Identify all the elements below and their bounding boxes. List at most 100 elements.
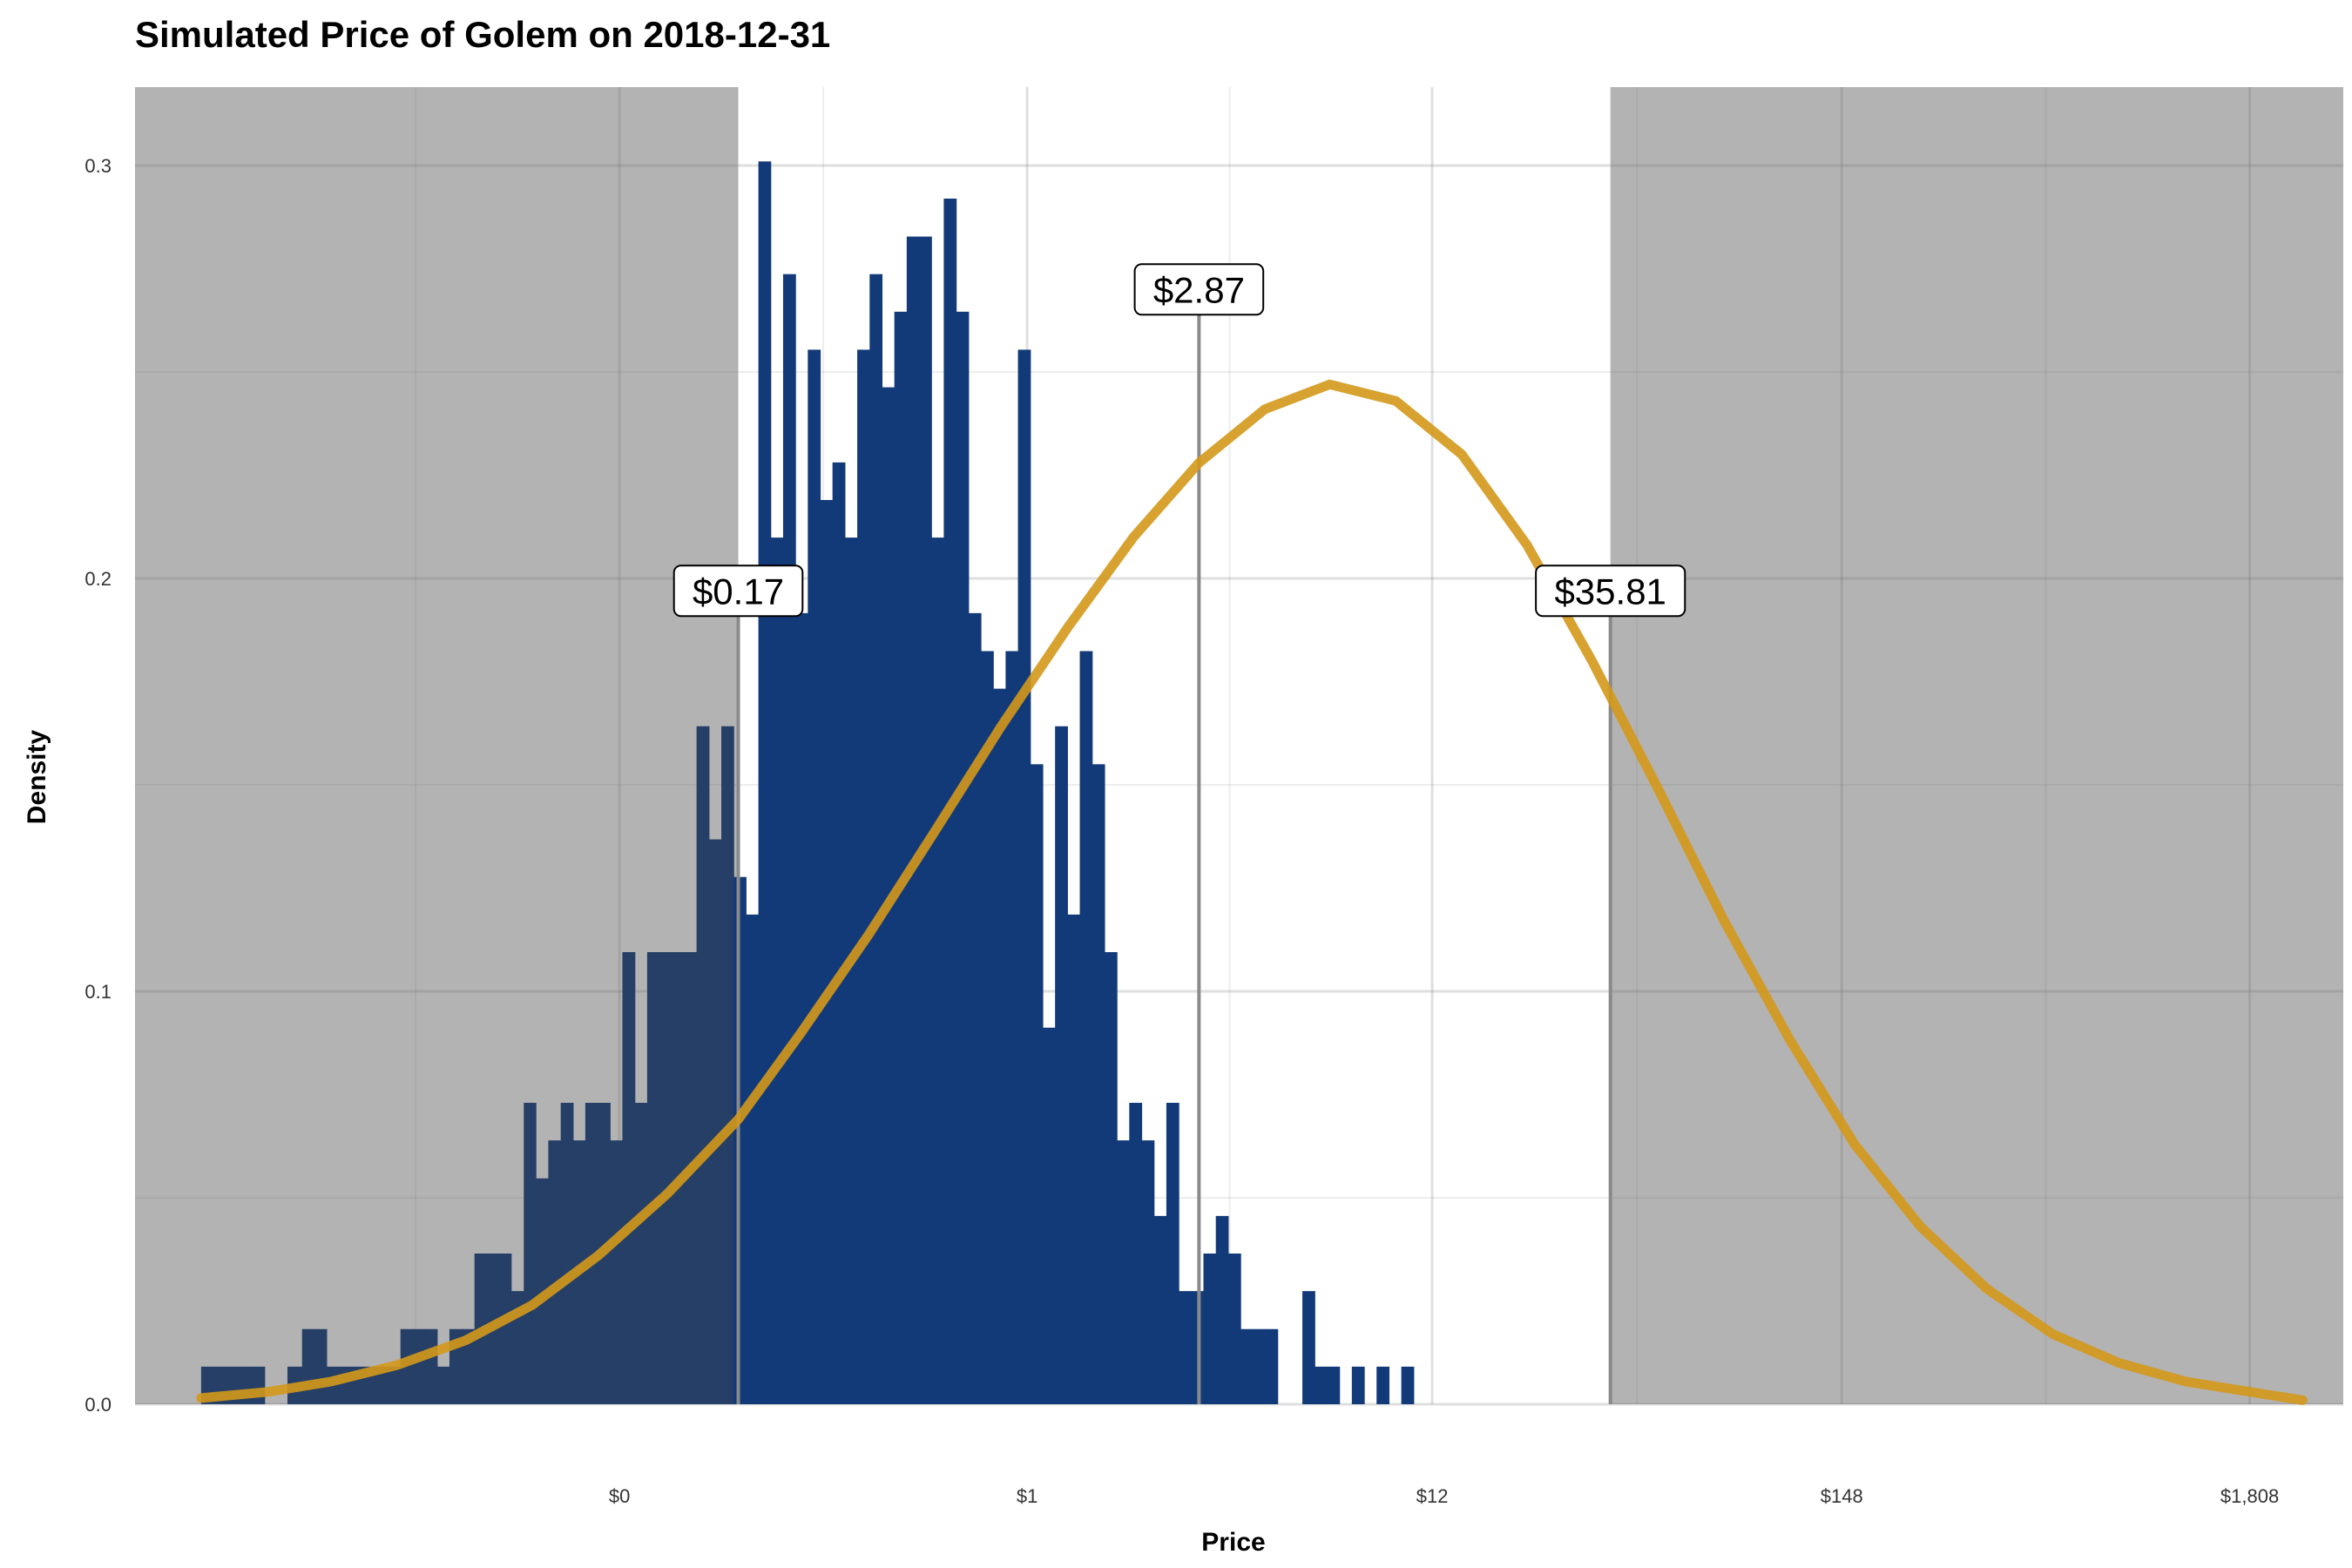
annotation-labels: $0.17 $2.87 $35.81 [672,263,1686,618]
histogram-bar [413,1328,426,1404]
histogram-bar [721,726,734,1404]
annotation-label-box [1133,263,1265,316]
histogram-bar [733,876,747,1404]
annotation-label-box [672,564,804,618]
annotation-label-1: $0.17 [672,564,804,618]
histogram-bar [770,537,784,1404]
annotation-label-2: $2.87 [1133,263,1265,316]
y-tick-label: 0.1 [84,981,112,1003]
histogram-bar [1203,1253,1217,1404]
x-tick-label: $148 [1821,1485,1863,1507]
histogram-bar [1215,1215,1229,1404]
histogram-bar [462,1328,476,1404]
histogram-bar [1079,651,1093,1404]
density-curve [196,379,2308,1405]
annotation-label-text: $35.81 [1554,571,1666,612]
histogram-bar [659,951,672,1404]
histogram-bar [1351,1366,1365,1404]
histogram-bar [820,499,834,1404]
histogram-bar [906,236,920,1404]
chart-title: Simulated Price of Golem on 2018-12-31 [135,14,831,55]
x-axis-ticks: $0 $1 $12 $148 $1,808 [609,1485,2279,1507]
histogram-bar [1315,1366,1328,1404]
histogram-bar [956,311,970,1405]
shaded-region-2 [1610,87,2343,1404]
histogram-bar [301,1328,328,1404]
histogram-bar [993,688,1006,1404]
y-tick-label: 0.2 [84,568,112,590]
histogram-bar [1042,1027,1056,1404]
histogram-bar [1153,1215,1167,1404]
histogram-bar [844,537,858,1404]
histogram-bar [524,1102,537,1404]
histogram-bar [1240,1328,1254,1404]
histogram-bar [869,274,883,1404]
histogram-bar [610,1140,624,1404]
histogram-bar [1017,349,1031,1404]
x-tick-label: $12 [1416,1485,1449,1507]
histogram-bar [980,651,994,1404]
x-tick-label: $1,808 [2220,1485,2279,1507]
y-tick-label: 0.3 [84,155,112,177]
histogram-bar [968,612,982,1404]
histogram-bar [634,1102,648,1404]
annotation-label-3: $35.81 [1535,564,1686,618]
histogram-bar [585,1102,598,1404]
histogram-bar [1253,1328,1267,1404]
histogram-bar [1227,1253,1241,1404]
x-tick-label: $1 [1017,1485,1037,1507]
annotation-lines [736,289,1612,1404]
histogram-bar [252,1366,266,1404]
histogram-bar [1092,764,1105,1404]
histogram-bar [1179,1291,1192,1404]
y-axis-ticks: 0.0 0.1 0.2 0.3 [84,155,112,1416]
histogram-bar [1302,1291,1315,1404]
histogram-bar [1265,1328,1279,1404]
y-axis-title: Density [23,730,51,825]
histogram-bar [857,349,870,1404]
histogram-bar [746,914,760,1404]
shaded-regions [135,87,2343,1404]
histogram-bar [696,726,710,1404]
histogram-bar [708,839,722,1404]
histogram-bar [1104,951,1118,1404]
y-tick-label: 0.0 [84,1394,112,1416]
annotation-label-box [1535,564,1686,618]
histogram-bar [1005,651,1019,1404]
histogram-bar [646,951,660,1404]
histogram-bar [1067,914,1081,1404]
histogram-bar [536,1178,550,1404]
density-curve-group [196,379,2308,1405]
histogram-bar [1327,1366,1341,1404]
histogram-bar [1166,1102,1179,1404]
histogram-bar [1401,1366,1415,1404]
x-tick-label: $0 [609,1485,630,1507]
histogram-bar [758,161,772,1404]
histogram-bar [782,274,796,1404]
histogram-bar [919,236,932,1404]
histogram-bar [1376,1366,1390,1404]
x-axis-title: Price [1201,1528,1265,1557]
histogram-bar [1129,1102,1143,1404]
histogram-bar [1117,1140,1130,1404]
histogram-bar [832,462,846,1404]
histogram-bar [388,1366,402,1404]
annotation-label-text: $2.87 [1153,269,1245,310]
histogram-bar [622,951,636,1404]
histogram-bar [375,1366,389,1404]
histogram-bar [931,537,945,1404]
histogram-bar [1055,726,1068,1404]
histogram-bar [894,311,908,1405]
histogram-bar [1030,764,1044,1404]
histogram-bar [548,1140,562,1404]
annotation-label-text: $0.17 [693,571,784,612]
histogram-bar [795,612,808,1404]
histogram-bar [684,951,698,1404]
histogram-bar [498,1253,512,1404]
histogram-bar [436,1366,450,1404]
histogram-bar [425,1328,438,1404]
histogram-bar [1141,1140,1155,1404]
histogram-bar [808,349,821,1404]
histogram-bar [560,1102,574,1404]
